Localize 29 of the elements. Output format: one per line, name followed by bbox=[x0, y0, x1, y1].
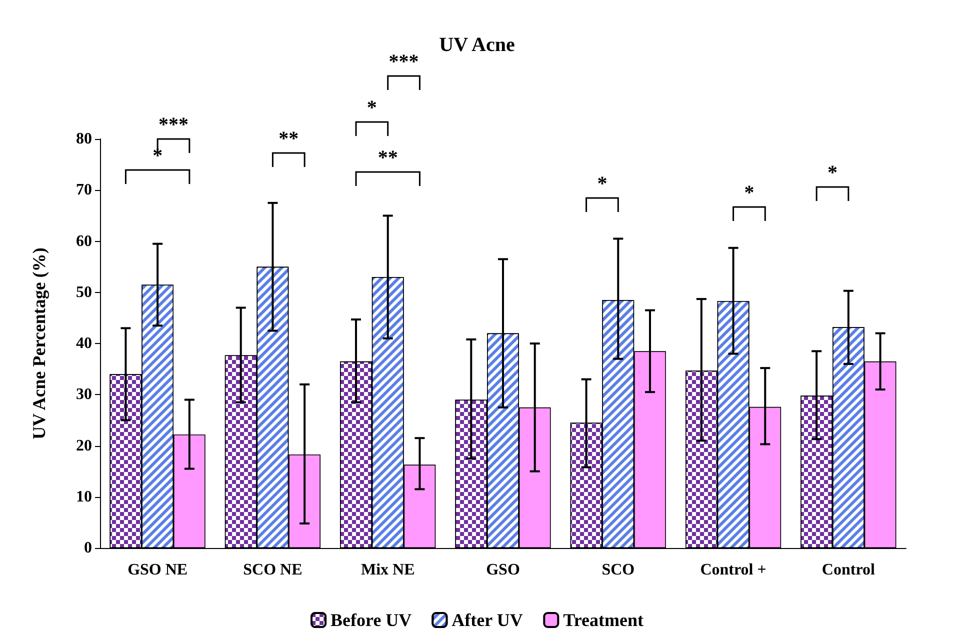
y-tick-label: 50 bbox=[76, 284, 92, 301]
annotation: ** bbox=[378, 147, 398, 169]
y-tick-label: 10 bbox=[76, 488, 92, 506]
y-tick-label: 20 bbox=[76, 437, 92, 454]
text: *** bbox=[158, 114, 188, 136]
annotation: * bbox=[597, 173, 608, 195]
y-tick-label: 60 bbox=[76, 232, 92, 250]
y-tick-label: 80 bbox=[76, 130, 92, 148]
y-axis-title: UV Acne Percentage (%) bbox=[29, 248, 49, 440]
y-tick-label: 0 bbox=[84, 540, 92, 556]
legend-label: After UV bbox=[452, 610, 523, 630]
text: * bbox=[366, 97, 377, 119]
x-tick-label: GSO bbox=[486, 562, 520, 578]
chart-title: UV Acne bbox=[439, 34, 515, 56]
y-tick-label: 40 bbox=[76, 335, 92, 352]
x-tick-label: SCO bbox=[602, 562, 635, 578]
annotation: ** bbox=[278, 128, 299, 150]
text: *** bbox=[388, 51, 419, 73]
y-tick-label: 70 bbox=[76, 182, 92, 199]
legend-label: Before UV bbox=[330, 610, 412, 630]
annotation: * bbox=[744, 182, 754, 204]
x-tick-label: GSO NE bbox=[128, 562, 188, 578]
annotation: * bbox=[828, 162, 838, 184]
x-tick-label: SCO NE bbox=[243, 562, 302, 578]
x-tick-label: Mix NE bbox=[360, 562, 415, 578]
legend-label: Treatment bbox=[563, 610, 644, 630]
y-tick-label: 30 bbox=[76, 386, 92, 404]
x-tick-label: Control + bbox=[700, 562, 766, 578]
x-tick-label: Control bbox=[822, 562, 876, 578]
